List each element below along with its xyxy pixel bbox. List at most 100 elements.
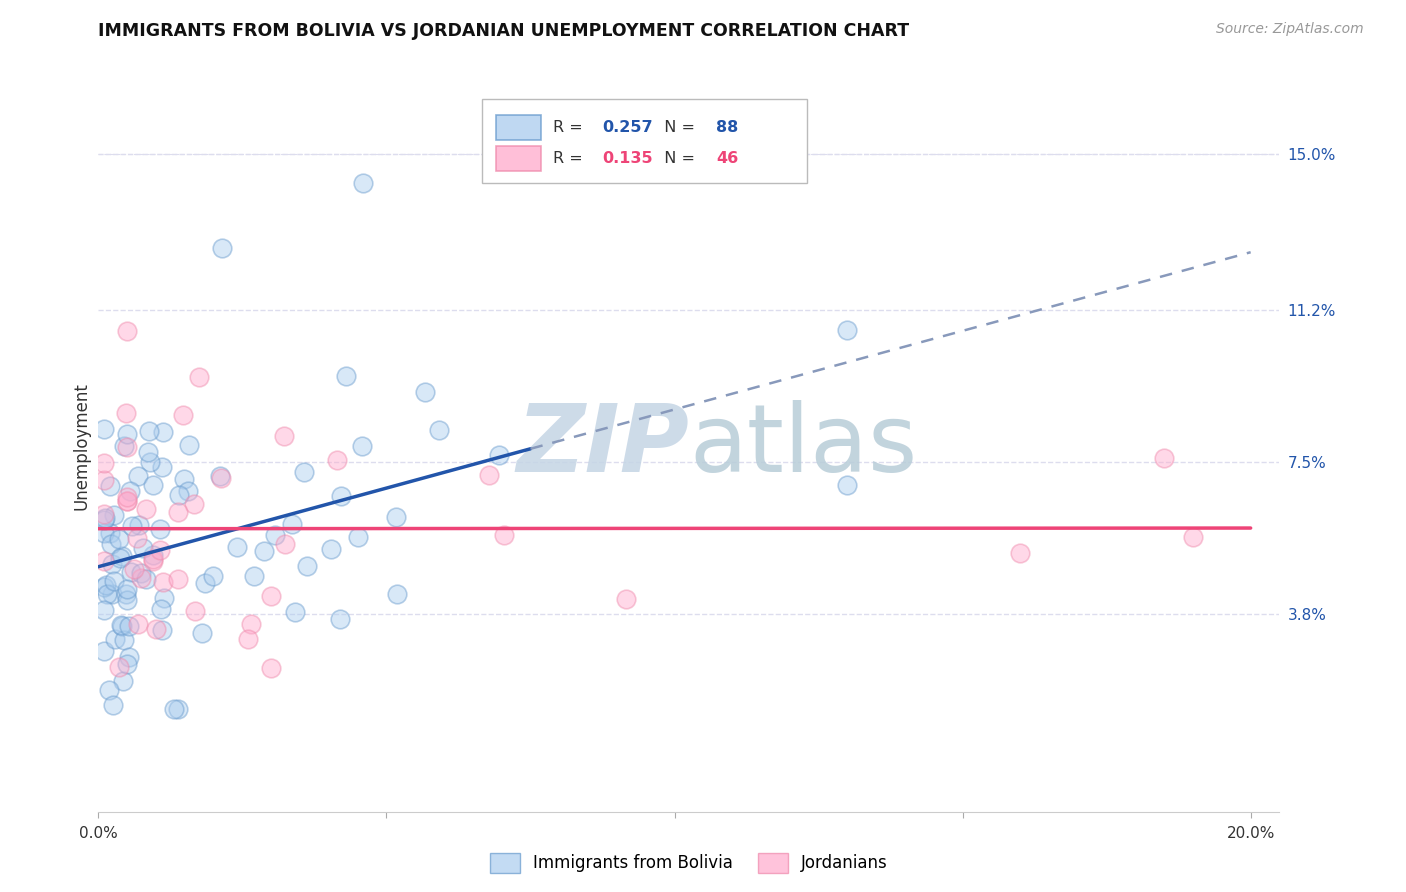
Point bbox=[184, 604, 207, 618]
Point bbox=[129, 571, 152, 585]
Text: atlas: atlas bbox=[689, 400, 917, 492]
Text: N =: N = bbox=[654, 120, 700, 136]
Text: 46: 46 bbox=[716, 151, 738, 166]
Point bbox=[292, 465, 315, 479]
Point bbox=[101, 587, 124, 601]
Text: 0.135: 0.135 bbox=[603, 151, 654, 166]
Point bbox=[167, 505, 190, 519]
Point bbox=[478, 467, 501, 482]
Point bbox=[162, 702, 184, 716]
Point bbox=[101, 557, 124, 571]
Point bbox=[115, 426, 138, 441]
Point bbox=[110, 618, 132, 632]
Y-axis label: Unemployment: Unemployment bbox=[73, 382, 91, 510]
Point bbox=[115, 592, 138, 607]
Point bbox=[127, 616, 149, 631]
Point bbox=[141, 478, 163, 492]
FancyBboxPatch shape bbox=[496, 115, 541, 140]
Point bbox=[96, 587, 118, 601]
Point bbox=[104, 632, 127, 646]
Point bbox=[488, 449, 510, 463]
Point bbox=[226, 540, 249, 554]
Text: 0.257: 0.257 bbox=[603, 120, 654, 136]
Point bbox=[346, 530, 368, 544]
Point bbox=[94, 511, 117, 525]
Point bbox=[111, 549, 134, 563]
Point bbox=[97, 683, 120, 698]
Point bbox=[115, 582, 138, 596]
Point bbox=[93, 513, 115, 527]
Point bbox=[103, 574, 125, 589]
Point bbox=[114, 406, 136, 420]
Point bbox=[138, 424, 160, 438]
Point bbox=[209, 471, 232, 485]
Point bbox=[135, 502, 157, 516]
Point bbox=[427, 424, 450, 438]
Point bbox=[295, 559, 318, 574]
Point bbox=[281, 516, 304, 531]
Point bbox=[112, 439, 135, 453]
Point bbox=[150, 459, 173, 474]
Point bbox=[114, 587, 136, 601]
Text: R =: R = bbox=[553, 151, 588, 166]
Legend: Immigrants from Bolivia, Jordanians: Immigrants from Bolivia, Jordanians bbox=[484, 847, 894, 880]
Point bbox=[129, 566, 152, 581]
Point bbox=[284, 605, 307, 619]
Point bbox=[142, 554, 165, 568]
Point bbox=[321, 542, 343, 557]
Point bbox=[115, 657, 138, 671]
Point bbox=[153, 591, 176, 605]
Point bbox=[139, 455, 162, 469]
Point bbox=[93, 525, 115, 540]
Point bbox=[837, 323, 859, 337]
Point bbox=[112, 632, 135, 647]
Point bbox=[93, 580, 115, 594]
FancyBboxPatch shape bbox=[496, 146, 541, 171]
Point bbox=[350, 439, 373, 453]
Point bbox=[132, 541, 155, 555]
Point bbox=[152, 425, 174, 439]
Point bbox=[100, 536, 122, 550]
Point bbox=[150, 623, 173, 637]
Point bbox=[93, 422, 115, 436]
Point bbox=[190, 625, 212, 640]
Point bbox=[236, 632, 259, 646]
Point bbox=[329, 612, 352, 626]
Point bbox=[326, 453, 349, 467]
Point bbox=[263, 528, 285, 542]
Point bbox=[127, 469, 149, 483]
Point bbox=[115, 441, 138, 455]
Point bbox=[117, 494, 139, 508]
Text: Source: ZipAtlas.com: Source: ZipAtlas.com bbox=[1216, 22, 1364, 37]
Point bbox=[243, 569, 266, 583]
Point bbox=[107, 660, 129, 674]
Point bbox=[125, 531, 148, 545]
Point bbox=[273, 429, 295, 443]
Point bbox=[138, 445, 160, 459]
Point bbox=[253, 544, 276, 558]
Point bbox=[103, 508, 125, 522]
Point bbox=[101, 698, 124, 712]
Point bbox=[93, 456, 115, 470]
Point bbox=[169, 488, 191, 502]
Point bbox=[93, 507, 115, 521]
Point bbox=[115, 490, 138, 504]
Point bbox=[142, 548, 165, 562]
Point bbox=[329, 489, 352, 503]
Point bbox=[145, 622, 167, 636]
Point bbox=[172, 408, 194, 422]
Point bbox=[385, 587, 408, 601]
Point bbox=[188, 370, 211, 384]
Point bbox=[239, 617, 262, 632]
Point bbox=[112, 674, 135, 689]
Point bbox=[614, 592, 637, 607]
Point bbox=[173, 472, 195, 486]
Point bbox=[260, 589, 283, 603]
Point bbox=[118, 619, 141, 633]
Point bbox=[494, 528, 516, 542]
Point bbox=[108, 532, 131, 546]
Point bbox=[93, 603, 115, 617]
Point bbox=[93, 553, 115, 567]
Point bbox=[115, 324, 138, 338]
Point bbox=[1010, 546, 1032, 560]
